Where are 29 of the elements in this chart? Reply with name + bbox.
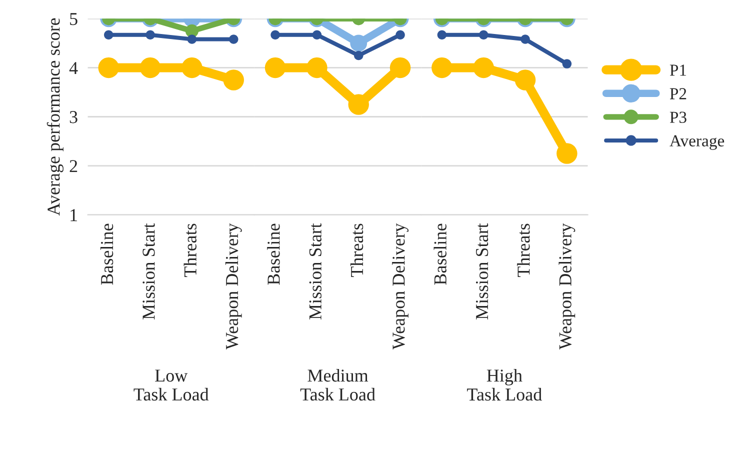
x-tick-label: Weapon Delivery [392,223,408,350]
point [473,57,494,78]
x-axis-title: Low Task Load [134,370,209,401]
x-tick-label: Threats [517,224,530,277]
y-tick-label: 5 [70,13,78,26]
y-tick-label: 1 [70,209,77,222]
legend-label: Average [670,135,724,150]
y-tick-label: 3 [70,111,78,124]
legend-label: P1 [670,64,686,76]
point [432,57,452,78]
x-tick-label: Mission Start [476,223,488,320]
x-tick-label: Mission Start [142,223,155,320]
x-tick-label: Weapon Delivery [225,223,242,350]
x-tick-label: Threats [350,224,364,277]
x-axis-title: High Task Load [467,368,542,401]
x-tick-label: Mission Start [309,223,322,320]
point [514,70,536,90]
y-axis-title: Average performance score [46,18,64,216]
x-tick-label: Weapon Delivery [558,223,576,350]
y-tick-label: 2 [70,160,78,172]
x-axis-title: Medium Task Load [300,368,376,401]
x-tick-label: Baseline [100,224,114,285]
legend-label: P3 [670,112,686,123]
point [562,59,572,68]
legend-label: P2 [670,88,686,100]
x-tick-label: Threats [184,224,196,277]
x-tick-label: Baseline [434,224,446,285]
y-tick-label: 4 [69,62,78,74]
x-tick-label: Baseline [267,224,280,285]
